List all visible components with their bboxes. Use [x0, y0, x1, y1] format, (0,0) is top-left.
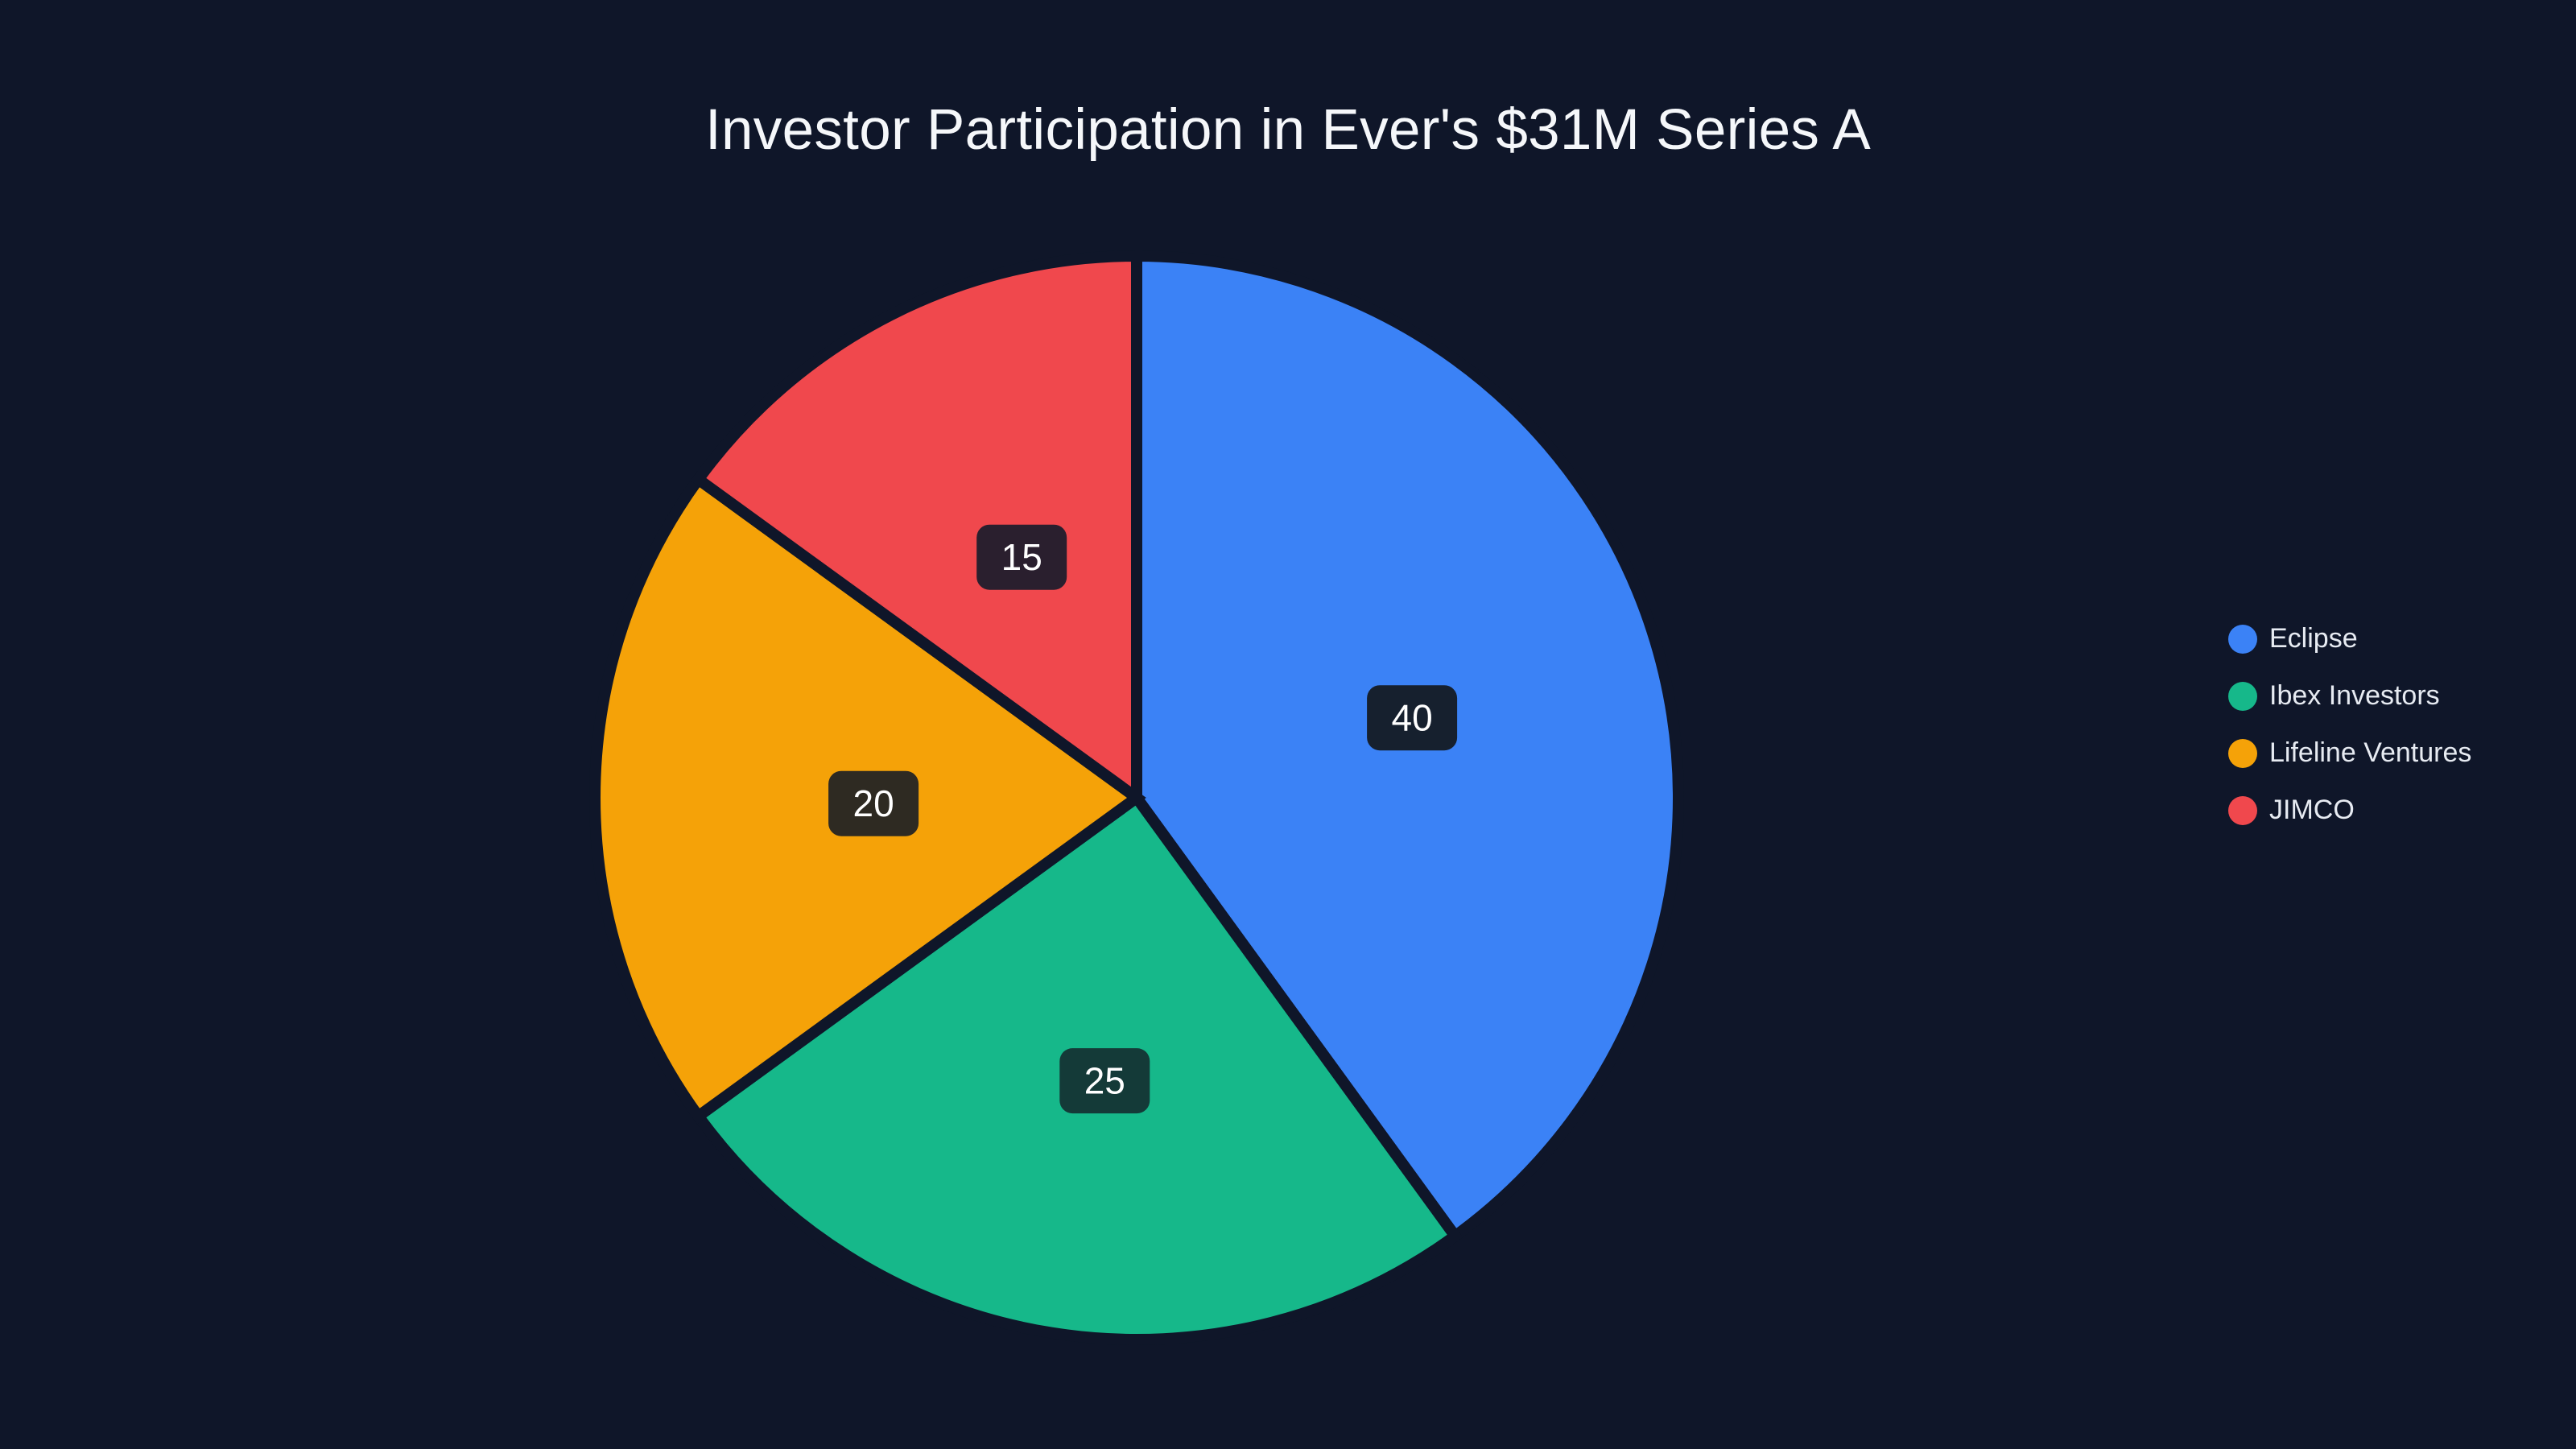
svg-text:15: 15 [1001, 536, 1042, 578]
svg-text:40: 40 [1392, 697, 1433, 739]
svg-text:20: 20 [853, 782, 894, 824]
svg-text:25: 25 [1084, 1060, 1125, 1102]
